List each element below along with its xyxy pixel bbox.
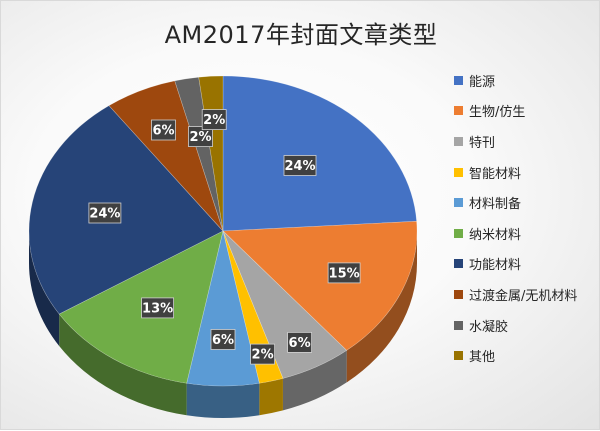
data-label-box: [287, 331, 313, 353]
legend-label: 材料制备: [469, 197, 522, 213]
data-label-2: 15%: [327, 262, 361, 284]
legend-label: 过渡金属/无机材料: [469, 288, 578, 304]
data-label-box: [141, 297, 175, 319]
legend-swatch: [454, 259, 463, 269]
pie-slice-9: [174, 76, 224, 232]
data-label-text: 2%: [189, 130, 211, 145]
legend-swatch: [454, 198, 463, 208]
pie-side-4: [259, 378, 283, 416]
legend-label: 能源: [469, 74, 496, 90]
legend-swatch: [454, 320, 463, 330]
pie-side-2: [346, 231, 417, 383]
pie-slice-1: [222, 75, 417, 232]
legend-item: 生物/仿生: [454, 96, 599, 127]
data-label-text: 6%: [289, 336, 311, 351]
legend-swatch: [454, 289, 463, 299]
legend-item: 智能材料: [454, 157, 599, 188]
legend-item: 其他: [454, 340, 599, 371]
data-label-9: 2%: [188, 126, 213, 147]
pie-slice-2: [222, 220, 418, 351]
data-label-box: [327, 262, 361, 284]
legend-swatch: [454, 167, 463, 177]
legend-label: 生物/仿生: [469, 105, 526, 121]
data-label-4: 2%: [250, 343, 276, 365]
data-label-7: 24%: [88, 202, 122, 224]
legend-swatch: [454, 228, 463, 238]
legend-item: 功能材料: [454, 249, 599, 280]
legend-item: 特刊: [454, 126, 599, 157]
pie-slices: [28, 75, 418, 387]
pie-side-3: [282, 350, 347, 411]
data-label-text: 24%: [89, 207, 120, 222]
legend-item: 能源: [454, 65, 599, 96]
data-label-10: 2%: [201, 109, 227, 130]
data-label-text: 13%: [142, 301, 173, 316]
data-label-text: 6%: [152, 124, 174, 139]
data-label-8: 6%: [151, 119, 176, 141]
data-label-box: [210, 329, 236, 350]
data-label-box: [88, 202, 122, 224]
legend-label: 水凝胶: [469, 319, 509, 335]
data-label-text: 2%: [203, 113, 225, 128]
pie-side-5: [186, 383, 260, 418]
data-label-box: [151, 119, 176, 141]
data-label-text: 15%: [329, 266, 360, 281]
data-label-box: [250, 343, 276, 365]
legend-label: 功能材料: [469, 258, 522, 274]
pie-slice-7: [28, 105, 224, 315]
pie-slice-8: [108, 80, 224, 232]
legend-item: 纳米材料: [454, 218, 599, 249]
pie-data-labels: 24% 15% 6% 2% 6% 13% 24% 6% 2% 2%: [88, 109, 361, 365]
data-label-text: 6%: [212, 333, 234, 348]
legend-label: 智能材料: [469, 166, 522, 182]
data-label-box: [188, 126, 213, 147]
legend-item: 水凝胶: [454, 310, 599, 341]
data-label-text: 24%: [284, 159, 315, 174]
legend-label: 其他: [469, 350, 496, 366]
data-label-text: 2%: [252, 348, 274, 363]
legend-swatch: [454, 75, 463, 85]
legend-item: 材料制备: [454, 187, 599, 218]
pie-slice-3: [222, 230, 348, 379]
legend-swatch: [454, 136, 463, 146]
pie-sides: [29, 231, 417, 418]
pie-slice-5: [186, 230, 260, 387]
legend-swatch: [454, 351, 463, 361]
data-label-6: 13%: [141, 297, 175, 319]
data-label-1: 24%: [283, 155, 317, 176]
legend-label: 纳米材料: [469, 227, 522, 243]
data-label-5: 6%: [210, 329, 236, 350]
pie-slice-6: [58, 230, 224, 384]
legend-swatch: [454, 106, 463, 116]
data-label-box: [201, 109, 227, 130]
chart-legend: 能源生物/仿生特刊智能材料材料制备纳米材料功能材料过渡金属/无机材料 水凝胶其他: [454, 65, 599, 371]
data-label-3: 6%: [287, 331, 313, 353]
pie-side-6: [59, 314, 187, 416]
pie-side-7: [29, 231, 60, 347]
legend-item: 过渡金属/无机材料: [454, 279, 599, 310]
legend-label: 特刊: [469, 135, 496, 151]
chart-title: AM2017年封面文章类型: [164, 21, 438, 49]
data-label-box: [283, 155, 317, 176]
